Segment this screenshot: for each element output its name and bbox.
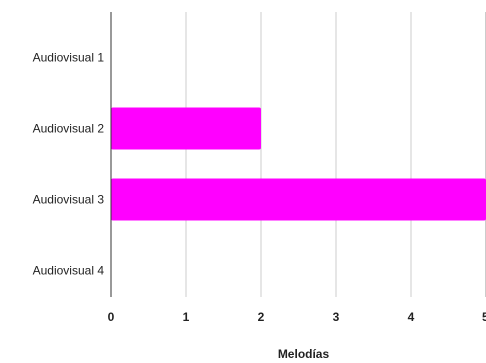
category-label-2: Audiovisual 2 <box>33 122 105 136</box>
bar-3 <box>111 178 486 221</box>
bar-2 <box>111 107 261 150</box>
x-tick-0: 0 <box>108 310 115 324</box>
grid-lines <box>185 12 486 297</box>
category-labels: Audiovisual 1 Audiovisual 2 Audiovisual 3 A… <box>33 51 105 278</box>
x-tick-2: 2 <box>258 310 265 324</box>
category-label-3: Audiovisual 3 <box>33 193 105 207</box>
x-tick-5: 5 <box>482 310 486 324</box>
x-axis-title: Melodías <box>278 347 330 361</box>
x-tick-labels: 0 1 2 3 4 5 <box>108 310 486 324</box>
category-label-1: Audiovisual 1 <box>33 51 105 65</box>
bars <box>111 107 486 221</box>
x-tick-1: 1 <box>183 310 190 324</box>
category-label-4: Audiovisual 4 <box>33 264 105 278</box>
x-tick-4: 4 <box>408 310 415 324</box>
x-tick-3: 3 <box>333 310 340 324</box>
